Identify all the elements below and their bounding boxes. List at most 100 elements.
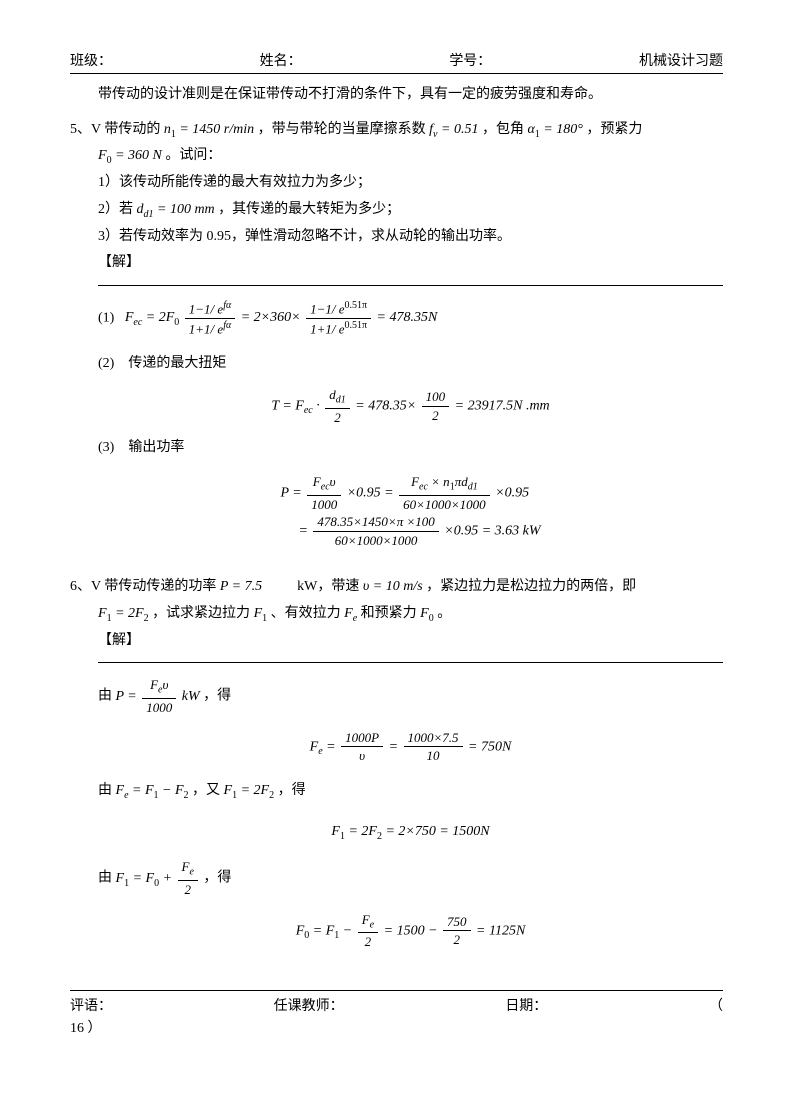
t: 0 [154,877,159,888]
t: fα [223,320,231,331]
t: 0 [304,930,309,941]
p6-line2: F1 = 2F2 ，试求紧边拉力 F1 、有效拉力 Fe 和预紧力 F0 。 [98,601,723,628]
t: F1 [254,606,268,621]
t: F1 = 2F2 [224,783,275,798]
frac: Fe 2 [358,912,378,950]
t: 100 [422,389,450,407]
t: 由 [98,689,112,704]
t: ，得 [203,871,231,886]
t: = 180° [540,122,583,137]
t: 2 [269,790,274,801]
t: F [116,871,125,886]
t: ×0.95 [495,485,529,500]
t: 0 [429,613,434,624]
t: + [163,871,176,886]
t: 1000×7.5 [404,730,463,748]
page-header: 班级： 姓名： 学号： 机械设计习题 [70,50,723,74]
t: = [389,739,402,754]
frac: 100 2 [422,389,450,423]
t: υ [330,474,336,489]
t: α [527,122,534,137]
t: F [150,677,158,692]
t: = 1125N [476,923,525,938]
t: = 2F [348,824,377,839]
p5-text: V 带传动的 [91,122,160,137]
p5-n1: n1 = 1450 r/min [164,122,254,137]
p5-q1: 1）该传动所能传递的最大有效拉力为多少； [98,170,723,197]
p5-sol3-label: (3) 输出功率 [98,435,723,462]
eq-row: P = Fecυ 1000 ×0.95 = Fec × n1πdd1 60×10… [280,474,540,512]
t: − [343,923,356,938]
problem-5: 5、V 带传动的 n1 = 1450 r/min ，带与带轮的当量摩擦系数 fv… [70,117,723,551]
t: ，得 [278,783,306,798]
t: = 100 mm [154,202,215,217]
intro-text: 带传动的设计准则是在保证带传动不打滑的条件下，具有一定的疲劳强度和寿命。 [70,82,723,109]
t: πd [455,474,468,489]
t: P = 7.5 [220,579,262,594]
p5-a1: α1 = 180° [527,122,582,137]
t: = 2F [112,606,144,621]
frac: 1000P υ [341,730,383,764]
p5-eq3: P = Fecυ 1000 ×0.95 = Fec × n1πdd1 60×10… [98,472,723,550]
p5-q2: 2）若 dd1 = 100 mm ，其传递的最大转矩为多少； [98,197,723,224]
t: 2 [325,409,350,426]
t: ×0.95 = 3.63 kW [444,523,540,538]
t: υ [162,677,168,692]
header-title: 机械设计习题 [639,50,723,70]
p5-body: F0 = 360 N 。试问： 1）该传动所能传递的最大有效拉力为多少； 2）若… [70,143,723,550]
page-footer: 评语： 任课教师： 日期： （ [70,990,723,1015]
t: × n [428,474,450,489]
t: 2）若 [98,202,133,217]
t: ，其传递的最大转矩为多少； [218,202,400,217]
t: 2 [144,613,149,624]
frac: 1−1/ e0.51π 1+1/ e0.51π [306,300,371,337]
t: = 2F [237,783,269,798]
frac: Fec × n1πdd1 60×1000×1000 [399,474,490,512]
p6-eq1: Fe = 1000P υ = 1000×7.5 10 = 750N [98,730,723,764]
t: − F [159,783,184,798]
p5-sol-label: 【解】 [98,250,723,277]
t: 和预紧力 [361,606,417,621]
t: 0.51π [344,300,367,311]
t: = 1450 r/min [176,122,254,137]
t: fα [223,300,231,311]
frac: 478.35×1450×π ×100 60×1000×1000 [313,514,438,548]
p6-number: 6、 [70,579,91,594]
t: e [370,919,374,930]
p6-eq2: F1 = 2F2 = 2×750 = 1500N [98,819,723,846]
t: 2 [377,830,382,841]
t: kW，带速 [297,579,359,594]
t: ，包角 [482,122,524,137]
t: F [98,148,107,163]
t: 1000P [341,730,383,748]
t: n [164,122,171,137]
t: F [344,606,353,621]
t: 1 [262,613,267,624]
frac: dd1 2 [325,387,350,425]
p6-eq3: F0 = F1 − Fe 2 = 1500 − 750 2 = 1125N [98,912,723,950]
t: e [189,867,193,878]
t: 。试问： [165,148,221,163]
t: = 2F [146,310,175,325]
t: 0 [174,317,179,328]
t: = 750N [468,739,511,754]
p5-f0: F0 = 360 N 。试问： [98,143,723,170]
footer-teacher: 任课教师： [274,995,344,1015]
t: = [298,523,311,538]
content: 带传动的设计准则是在保证带传动不打滑的条件下，具有一定的疲劳强度和寿命。 5、V… [70,74,723,950]
eq-row: = 478.35×1450×π ×100 60×1000×1000 ×0.95 … [280,514,540,548]
t: ，得 [203,689,231,704]
p6-s3: 由 F1 = F0 + Fe 2 ，得 [98,859,723,897]
p5-hr [98,285,723,286]
p5-sol2-label: (2) 传递的最大扭矩 [98,351,723,378]
footer-paren: （ [709,995,723,1015]
t: ，又 [192,783,220,798]
t: = 2×750 = 1500N [385,824,489,839]
t: 2 [358,933,378,950]
t: F1 = 2F2 [98,606,149,621]
frac: Fecυ 1000 [307,474,341,512]
t: F1 = F0 + Fe 2 [116,871,204,886]
t: e [318,746,322,757]
page-number: 16 ） [70,1017,723,1037]
t: F [254,606,263,621]
